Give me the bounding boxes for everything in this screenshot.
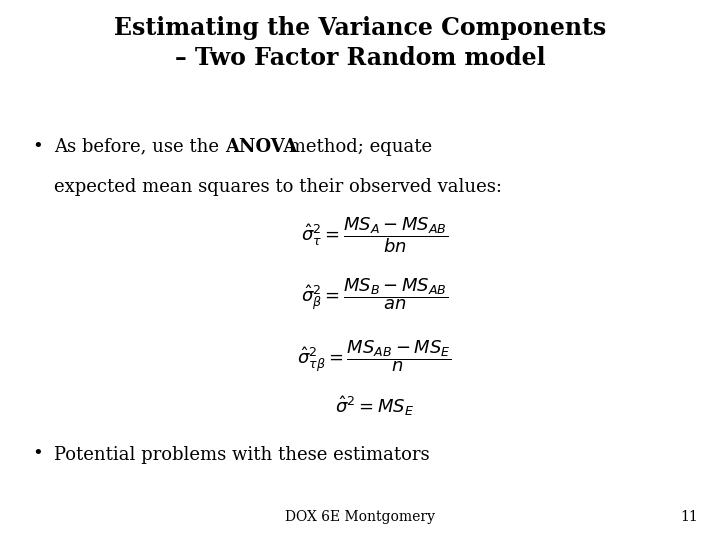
Text: ANOVA: ANOVA (225, 138, 298, 156)
Text: expected mean squares to their observed values:: expected mean squares to their observed … (54, 178, 502, 196)
Text: $\hat{\sigma}_{\tau\beta}^{2} = \dfrac{MS_{AB} - MS_{E}}{n}$: $\hat{\sigma}_{\tau\beta}^{2} = \dfrac{M… (297, 339, 451, 374)
Text: •: • (32, 446, 43, 463)
Text: Estimating the Variance Components
– Two Factor Random model: Estimating the Variance Components – Two… (114, 16, 606, 70)
Text: method; equate: method; equate (283, 138, 432, 156)
Text: $\hat{\sigma}_{\tau}^{2} = \dfrac{MS_{A} - MS_{AB}}{bn}$: $\hat{\sigma}_{\tau}^{2} = \dfrac{MS_{A}… (301, 215, 448, 255)
Text: 11: 11 (680, 510, 698, 524)
Text: DOX 6E Montgomery: DOX 6E Montgomery (285, 510, 435, 524)
Text: •: • (32, 138, 43, 156)
Text: $\hat{\sigma}_{\beta}^{2} = \dfrac{MS_{B} - MS_{AB}}{an}$: $\hat{\sigma}_{\beta}^{2} = \dfrac{MS_{B… (301, 276, 448, 312)
Text: As before, use the: As before, use the (54, 138, 225, 156)
Text: $\hat{\sigma}^{2} = MS_{E}$: $\hat{\sigma}^{2} = MS_{E}$ (335, 394, 414, 418)
Text: Potential problems with these estimators: Potential problems with these estimators (54, 446, 430, 463)
